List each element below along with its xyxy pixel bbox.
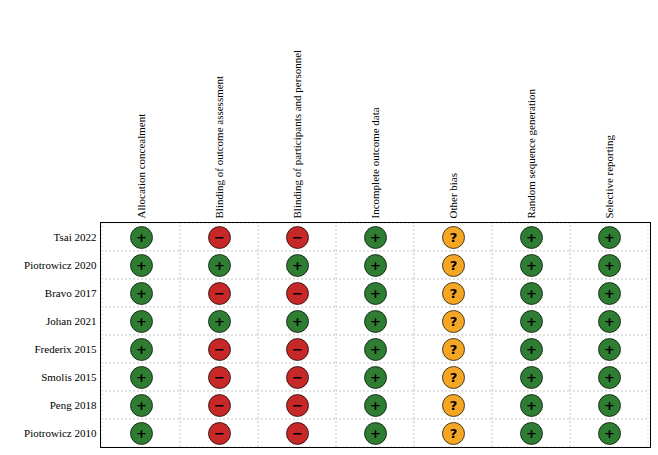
svg-text:−: −: [292, 230, 303, 245]
svg-text:−: −: [214, 398, 225, 413]
svg-text:−: −: [214, 286, 225, 301]
svg-text:?: ?: [450, 342, 458, 357]
svg-text:Bravo 2017: Bravo 2017: [45, 287, 97, 299]
svg-text:+: +: [136, 314, 147, 329]
svg-text:?: ?: [450, 230, 458, 245]
svg-text:+: +: [136, 426, 147, 441]
svg-text:+: +: [604, 398, 615, 413]
svg-text:Piotrowicz 2010: Piotrowicz 2010: [24, 427, 97, 439]
svg-text:Incomplete outcome data: Incomplete outcome data: [369, 107, 381, 218]
svg-text:+: +: [136, 398, 147, 413]
svg-text:−: −: [292, 370, 303, 385]
svg-text:?: ?: [450, 398, 458, 413]
svg-text:+: +: [526, 230, 537, 245]
svg-text:−: −: [214, 342, 225, 357]
svg-text:+: +: [526, 314, 537, 329]
svg-text:+: +: [526, 286, 537, 301]
svg-text:+: +: [136, 230, 147, 245]
svg-text:+: +: [370, 314, 381, 329]
svg-text:−: −: [214, 370, 225, 385]
svg-text:Piotrowicz 2020: Piotrowicz 2020: [24, 259, 97, 271]
svg-text:Blinding of participants and p: Blinding of participants and personnel: [291, 50, 303, 219]
svg-text:?: ?: [450, 370, 458, 385]
svg-text:+: +: [370, 398, 381, 413]
svg-text:+: +: [370, 286, 381, 301]
svg-text:+: +: [214, 258, 225, 273]
svg-text:+: +: [526, 342, 537, 357]
svg-text:+: +: [526, 398, 537, 413]
svg-text:Allocation concealment: Allocation concealment: [135, 114, 147, 219]
svg-text:+: +: [604, 258, 615, 273]
svg-text:+: +: [136, 342, 147, 357]
svg-text:+: +: [136, 370, 147, 385]
svg-text:+: +: [604, 286, 615, 301]
svg-text:−: −: [292, 398, 303, 413]
svg-text:Selective reporting: Selective reporting: [603, 135, 615, 219]
svg-text:−: −: [292, 342, 303, 357]
svg-text:Tsai 2022: Tsai 2022: [54, 231, 97, 243]
svg-text:Other bias: Other bias: [447, 173, 459, 219]
svg-text:+: +: [604, 314, 615, 329]
svg-text:+: +: [370, 258, 381, 273]
svg-text:Johan 2021: Johan 2021: [46, 315, 96, 327]
svg-text:−: −: [292, 286, 303, 301]
svg-text:+: +: [136, 258, 147, 273]
svg-text:+: +: [526, 426, 537, 441]
svg-text:Smolis 2015: Smolis 2015: [41, 371, 97, 383]
svg-text:Blinding of outcome assessment: Blinding of outcome assessment: [213, 76, 225, 219]
svg-text:+: +: [136, 286, 147, 301]
svg-text:+: +: [526, 258, 537, 273]
svg-text:+: +: [604, 370, 615, 385]
svg-text:+: +: [604, 342, 615, 357]
svg-text:+: +: [214, 314, 225, 329]
svg-text:+: +: [292, 258, 303, 273]
svg-text:Frederix 2015: Frederix 2015: [34, 343, 97, 355]
svg-text:+: +: [370, 230, 381, 245]
svg-text:+: +: [604, 426, 615, 441]
svg-text:+: +: [292, 314, 303, 329]
svg-text:?: ?: [450, 314, 458, 329]
svg-text:+: +: [604, 230, 615, 245]
svg-text:+: +: [526, 370, 537, 385]
svg-text:?: ?: [450, 286, 458, 301]
svg-text:−: −: [292, 426, 303, 441]
svg-text:+: +: [370, 342, 381, 357]
svg-text:Random sequence generation: Random sequence generation: [525, 88, 537, 218]
svg-text:+: +: [370, 426, 381, 441]
svg-text:Peng 2018: Peng 2018: [50, 399, 97, 411]
svg-text:−: −: [214, 230, 225, 245]
svg-text:−: −: [214, 426, 225, 441]
svg-text:+: +: [370, 370, 381, 385]
svg-text:?: ?: [450, 258, 458, 273]
svg-text:?: ?: [450, 426, 458, 441]
